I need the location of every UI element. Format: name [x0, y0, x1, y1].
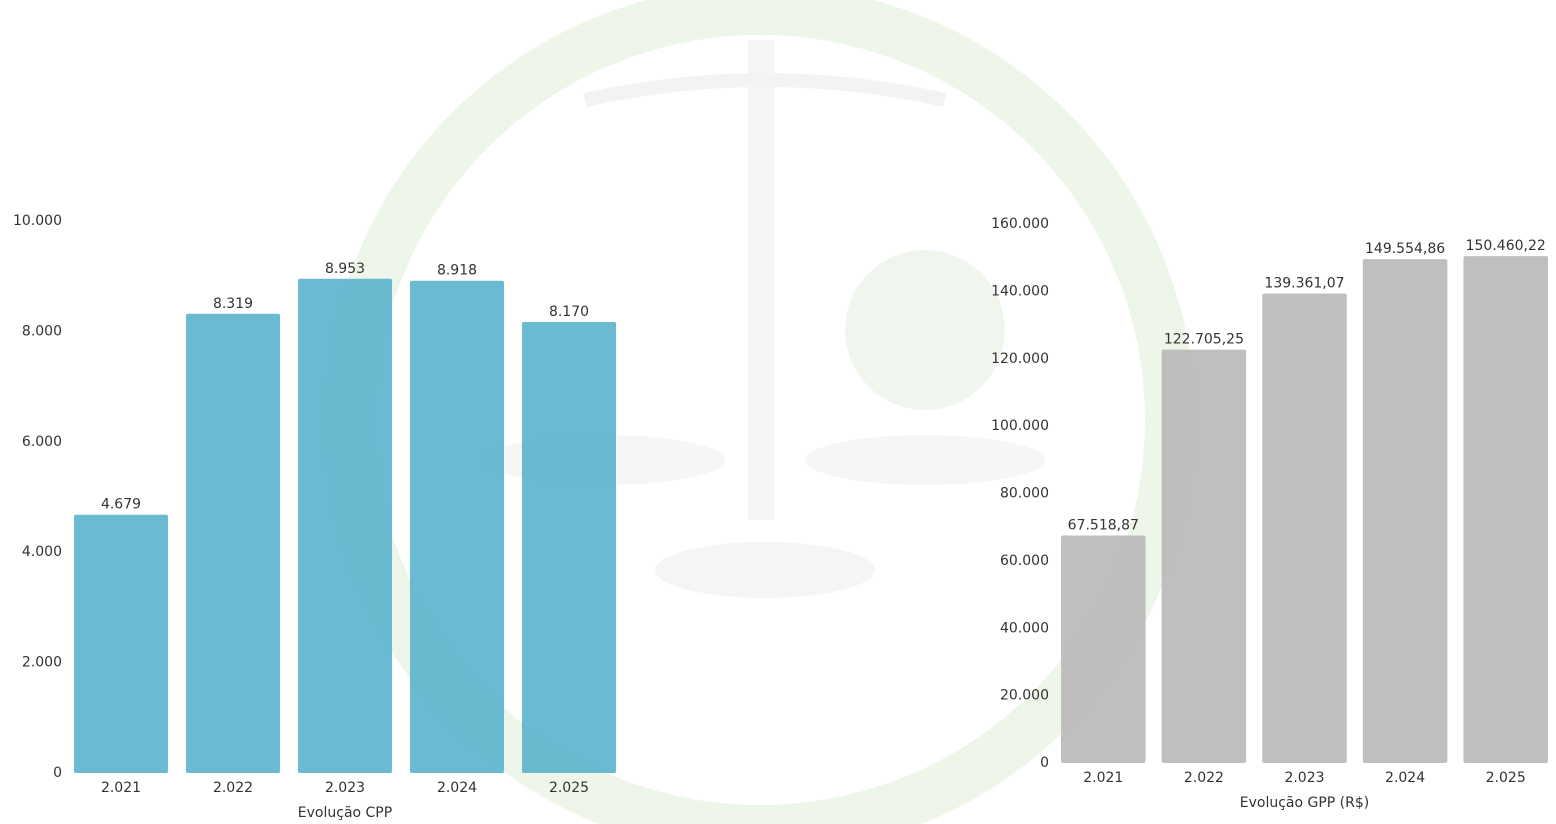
bar: [186, 314, 280, 773]
value-label: 139.361,07: [1264, 276, 1344, 292]
y-tick-label: 10.000: [13, 213, 62, 229]
value-label: 8.918: [437, 263, 477, 279]
y-tick-label: 20.000: [1000, 688, 1049, 704]
y-tick-label: 140.000: [991, 283, 1049, 299]
y-tick-label: 60.000: [1000, 553, 1049, 569]
value-label: 150.460,22: [1466, 238, 1546, 254]
y-tick-label: 0: [1040, 755, 1049, 771]
y-tick-label: 80.000: [1000, 486, 1049, 502]
scale-pan: [805, 435, 1045, 485]
bar: [1262, 294, 1347, 763]
value-label: 67.518,87: [1068, 518, 1139, 534]
x-tick-label: 2.021: [1083, 770, 1123, 786]
y-tick-label: 4.000: [22, 544, 62, 560]
bar: [1162, 350, 1247, 763]
x-tick-label: 2.022: [213, 780, 253, 796]
x-tick-label: 2.024: [437, 780, 477, 796]
x-axis-label: Evolução CPP: [298, 805, 392, 821]
bar: [522, 322, 616, 773]
x-tick-label: 2.024: [1385, 770, 1425, 786]
y-tick-label: 8.000: [22, 323, 62, 339]
globe: [845, 250, 1005, 410]
bar: [1463, 256, 1548, 763]
x-tick-label: 2.022: [1184, 770, 1224, 786]
scale-base: [655, 542, 875, 598]
y-tick-label: 6.000: [22, 434, 62, 450]
x-axis-label: Evolução GPP (R$): [1240, 795, 1370, 811]
x-tick-label: 2.023: [325, 780, 365, 796]
bar: [410, 281, 504, 773]
value-label: 4.679: [101, 497, 141, 513]
bar: [1363, 259, 1448, 763]
value-label: 122.705,25: [1164, 332, 1244, 348]
scale-pole: [748, 40, 774, 520]
value-label: 8.953: [325, 261, 365, 277]
y-tick-label: 2.000: [22, 655, 62, 671]
bar: [298, 279, 392, 773]
y-tick-label: 100.000: [991, 418, 1049, 434]
value-label: 149.554,86: [1365, 241, 1445, 257]
x-tick-label: 2.025: [1486, 770, 1526, 786]
value-label: 8.170: [549, 304, 589, 320]
bar: [1061, 536, 1146, 763]
value-label: 8.319: [213, 296, 253, 312]
dashboard: 0 2.000 4.000 6.000 8.000 10.000 2.021 4.679 2.0…: [0, 0, 1556, 824]
y-tick-label: 40.000: [1000, 620, 1049, 636]
x-tick-label: 2.025: [549, 780, 589, 796]
x-tick-label: 2.021: [101, 780, 141, 796]
y-tick-label: 160.000: [991, 216, 1049, 232]
y-tick-label: 0: [53, 765, 62, 781]
y-tick-label: 120.000: [991, 351, 1049, 367]
bar: [74, 515, 168, 773]
x-tick-label: 2.023: [1284, 770, 1324, 786]
